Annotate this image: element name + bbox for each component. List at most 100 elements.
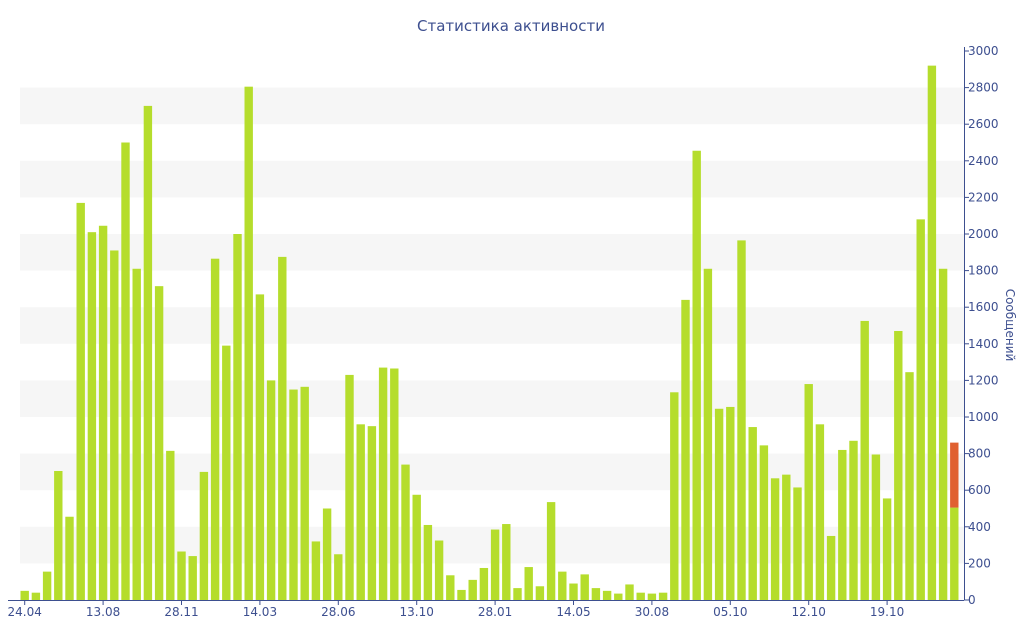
bar[interactable]	[938, 268, 948, 600]
bar[interactable]	[278, 256, 287, 601]
y-tick-label: 0	[968, 593, 976, 607]
bar[interactable]	[546, 502, 556, 600]
bar[interactable]	[199, 471, 209, 600]
bar[interactable]	[670, 392, 679, 600]
bar[interactable]	[793, 487, 802, 600]
grid-band	[20, 87, 964, 125]
bar[interactable]	[42, 571, 52, 600]
bar[interactable]	[479, 567, 489, 600]
bar[interactable]	[121, 142, 130, 601]
bar[interactable]	[502, 524, 511, 600]
bar[interactable]	[446, 575, 455, 600]
bar[interactable]	[457, 589, 466, 600]
bar[interactable]	[860, 320, 869, 600]
bar[interactable]	[737, 240, 746, 600]
bar[interactable]	[300, 386, 309, 600]
bar[interactable]	[76, 202, 85, 600]
bar[interactable]	[401, 464, 410, 600]
bar[interactable]	[255, 294, 265, 600]
bar[interactable]	[569, 583, 578, 600]
bar[interactable]	[748, 427, 757, 600]
bar[interactable]	[210, 258, 220, 600]
bar[interactable]	[266, 380, 276, 600]
bar[interactable]	[244, 86, 253, 601]
bar[interactable]	[412, 494, 421, 600]
bar[interactable]	[681, 299, 690, 600]
bar[interactable]	[322, 508, 332, 601]
bar[interactable]	[490, 529, 500, 600]
x-tick-label: 28.01	[478, 605, 512, 619]
bar[interactable]	[233, 234, 242, 600]
bar[interactable]	[815, 424, 825, 600]
bar[interactable]	[826, 535, 836, 600]
bar[interactable]	[770, 478, 780, 600]
bar[interactable]	[345, 374, 354, 600]
bar[interactable]	[692, 150, 701, 601]
bar[interactable]	[849, 440, 858, 600]
x-tick-label: 14.05	[556, 605, 590, 619]
bar[interactable]	[222, 345, 231, 600]
bar[interactable]	[87, 232, 97, 601]
bar[interactable]	[132, 268, 141, 600]
bar[interactable]	[166, 450, 175, 600]
bar[interactable]	[143, 105, 153, 601]
bar[interactable]	[434, 540, 444, 600]
bar[interactable]	[54, 470, 63, 600]
bar[interactable]	[614, 593, 623, 600]
x-tick-label: 28.11	[164, 605, 198, 619]
y-tick-label: 400	[968, 520, 991, 534]
bar[interactable]	[20, 590, 29, 600]
bar[interactable]	[423, 524, 433, 600]
bar[interactable]	[950, 507, 959, 600]
bar[interactable]	[759, 445, 769, 600]
y-tick-label: 200	[968, 556, 991, 570]
y-tick-label: 2000	[968, 227, 999, 241]
x-tick-label: 24.04	[8, 605, 42, 619]
bar-highlight-segment[interactable]	[950, 442, 959, 508]
bar[interactable]	[110, 250, 119, 600]
bar[interactable]	[580, 574, 589, 600]
bar[interactable]	[154, 286, 164, 600]
bar[interactable]	[367, 426, 377, 600]
bar[interactable]	[535, 586, 545, 600]
y-tick-label: 1400	[968, 337, 999, 351]
bar[interactable]	[311, 541, 321, 600]
bar[interactable]	[871, 454, 881, 600]
bar[interactable]	[591, 588, 601, 600]
bar[interactable]	[882, 498, 892, 600]
bar[interactable]	[647, 593, 657, 600]
bar[interactable]	[714, 408, 724, 600]
bar[interactable]	[658, 592, 668, 600]
bar[interactable]	[289, 389, 298, 600]
bar[interactable]	[98, 225, 108, 600]
bar[interactable]	[334, 554, 343, 600]
bar[interactable]	[513, 588, 522, 600]
bar[interactable]	[782, 474, 791, 600]
bar[interactable]	[804, 384, 813, 600]
bar[interactable]	[468, 579, 477, 600]
bar[interactable]	[894, 330, 903, 600]
x-tick-label: 12.10	[792, 605, 826, 619]
bar[interactable]	[838, 449, 847, 600]
y-tick-label: 3000	[968, 44, 999, 58]
y-tick-label: 600	[968, 483, 991, 497]
bar[interactable]	[188, 556, 197, 600]
x-tick-label: 28.06	[321, 605, 355, 619]
bar[interactable]	[65, 516, 74, 600]
bar[interactable]	[524, 567, 533, 600]
bar[interactable]	[927, 65, 937, 600]
bar[interactable]	[558, 571, 567, 600]
bar[interactable]	[177, 551, 186, 601]
bar[interactable]	[356, 424, 365, 600]
bar[interactable]	[703, 268, 713, 600]
bar[interactable]	[378, 367, 388, 600]
bar[interactable]	[602, 590, 612, 600]
bar[interactable]	[916, 219, 925, 601]
bar[interactable]	[905, 372, 914, 600]
bar[interactable]	[31, 592, 41, 600]
bar[interactable]	[636, 592, 645, 600]
bar[interactable]	[390, 368, 399, 601]
bar[interactable]	[726, 406, 735, 600]
bar[interactable]	[625, 584, 634, 600]
